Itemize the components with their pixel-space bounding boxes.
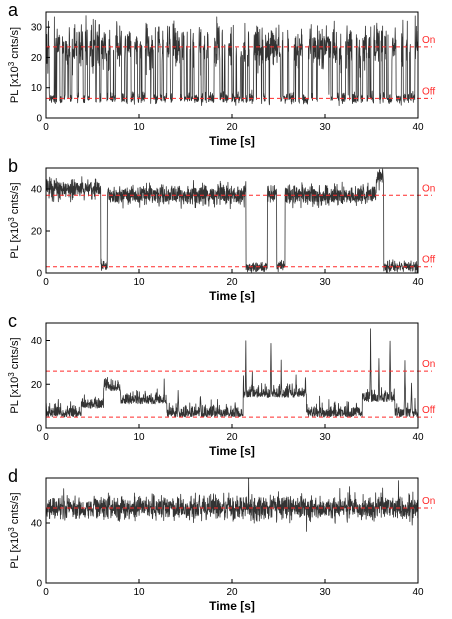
x-tick-label: 30	[319, 432, 331, 443]
panel-d: d On 0 10 20 30 40 0 40 Time [s] PL [x103 cnts/s]	[7, 466, 435, 613]
x-tick-label: 0	[43, 587, 49, 598]
x-tick-label: 40	[412, 587, 424, 598]
y-tick-label: 0	[36, 579, 42, 590]
x-tick-label: 30	[319, 587, 331, 598]
x-tick-label: 30	[319, 122, 331, 133]
panel-label: a	[8, 0, 19, 20]
reference-label-on: On	[422, 359, 435, 370]
y-tick-label: 0	[36, 424, 42, 435]
reference-label-off: Off	[422, 255, 435, 266]
x-tick-label: 40	[412, 122, 424, 133]
panel-b: b On Off 0 10 20 30 40 0 20 40 Time [s] PL [x103 cnt…	[7, 156, 435, 303]
x-axis-label: Time [s]	[209, 289, 255, 303]
x-tick-label: 30	[319, 277, 331, 288]
plot-frame	[45, 477, 419, 584]
reference-label-off: Off	[422, 86, 435, 97]
reference-label-on: On	[422, 496, 435, 507]
plot-frame	[45, 167, 419, 274]
y-tick-label: 0	[36, 269, 42, 280]
panel-c: c On Off 0 10 20 30 40 0 20 40 Time [s] PL [x103 cnt…	[7, 311, 435, 458]
y-axis-label: PL [x103 cnts/s]	[7, 182, 21, 258]
pl-trace	[45, 328, 419, 418]
x-axis-label: Time [s]	[209, 599, 255, 613]
x-tick-label: 10	[133, 587, 145, 598]
panel-label: c	[8, 311, 17, 331]
x-tick-label: 20	[226, 432, 238, 443]
x-axis-label: Time [s]	[209, 444, 255, 458]
y-tick-label: 40	[31, 185, 43, 196]
x-tick-label: 10	[133, 277, 145, 288]
y-axis-label: PL [x103 cnts/s]	[7, 27, 21, 103]
y-axis-label: PL [x103 cnts/s]	[7, 492, 21, 568]
x-tick-label: 0	[43, 122, 49, 133]
reference-label-off: Off	[422, 405, 435, 416]
y-axis-label: PL [x103 cnts/s]	[7, 337, 21, 413]
panel-label: d	[8, 466, 18, 486]
x-axis-label: Time [s]	[209, 134, 255, 148]
x-tick-label: 20	[226, 587, 238, 598]
y-tick-label: 20	[31, 380, 43, 391]
panel-a: a On Off 0 10 20 30 40 0 10 20 30 Time [s] PL [x103 c…	[7, 0, 435, 148]
pl-trace	[45, 168, 419, 274]
x-tick-label: 10	[133, 122, 145, 133]
y-tick-label: 40	[31, 519, 43, 530]
reference-label-on: On	[422, 183, 435, 194]
x-tick-label: 40	[412, 432, 424, 443]
y-tick-label: 20	[31, 227, 43, 238]
y-tick-label: 40	[31, 336, 43, 347]
y-tick-label: 30	[31, 23, 43, 34]
x-tick-label: 40	[412, 277, 424, 288]
pl-trace	[45, 477, 419, 532]
pl-trace	[45, 15, 419, 106]
x-tick-label: 20	[226, 122, 238, 133]
y-tick-label: 20	[31, 53, 43, 64]
x-tick-label: 0	[43, 277, 49, 288]
reference-label-on: On	[422, 35, 435, 46]
y-tick-label: 10	[31, 83, 43, 94]
panel-label: b	[8, 156, 18, 176]
x-tick-label: 10	[133, 432, 145, 443]
x-tick-label: 0	[43, 432, 49, 443]
x-tick-label: 20	[226, 277, 238, 288]
y-tick-label: 0	[36, 114, 42, 125]
